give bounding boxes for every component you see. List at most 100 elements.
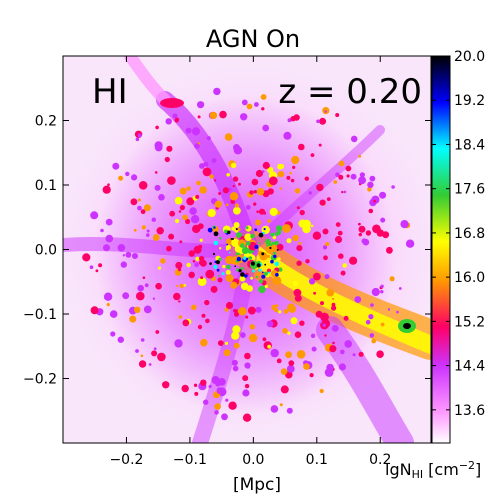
gas-clump xyxy=(255,219,262,226)
filament-knot xyxy=(160,98,184,108)
gas-clump xyxy=(373,199,377,203)
colorbar-label-unit: [cm xyxy=(423,460,459,479)
gas-clump xyxy=(276,225,283,232)
gas-clump xyxy=(333,180,338,184)
gas-clump xyxy=(192,260,196,263)
gas-clump xyxy=(324,274,330,280)
gas-clump xyxy=(332,341,335,345)
gas-clump xyxy=(109,310,118,318)
gas-clump xyxy=(396,310,399,314)
gas-clump xyxy=(179,187,187,195)
gas-clump xyxy=(291,155,300,165)
gas-clump xyxy=(162,381,170,389)
gas-clump xyxy=(156,227,164,235)
gas-clump xyxy=(219,247,222,250)
dense-core-clump xyxy=(258,268,262,272)
dense-core-clump xyxy=(209,262,212,265)
gas-clump xyxy=(132,253,138,259)
dense-core-clump xyxy=(218,237,222,240)
dense-core-clump xyxy=(261,274,266,279)
gas-clump xyxy=(118,175,124,181)
gas-clump xyxy=(368,314,374,320)
gas-clump xyxy=(282,224,291,233)
gas-clump xyxy=(242,389,250,397)
gas-clump xyxy=(237,309,241,313)
gas-clump xyxy=(117,336,125,343)
gas-clump xyxy=(319,199,326,206)
gas-clump xyxy=(245,315,249,319)
gas-clump xyxy=(154,171,158,174)
gas-clump xyxy=(89,265,94,270)
gas-clump xyxy=(200,276,204,280)
dense-core-clump xyxy=(263,271,268,276)
gas-clump xyxy=(125,251,132,258)
gas-clump xyxy=(335,172,340,177)
dense-core-clump xyxy=(207,227,213,233)
gas-clump xyxy=(380,322,385,327)
gas-clump xyxy=(298,241,302,245)
gas-clump xyxy=(294,294,302,302)
gas-clump xyxy=(129,315,137,323)
gas-clump xyxy=(214,200,222,208)
gas-clump xyxy=(138,181,148,190)
gas-clump xyxy=(225,274,234,283)
gas-clump xyxy=(318,143,322,147)
dense-core-clump xyxy=(230,238,233,240)
gas-clump xyxy=(233,308,237,313)
gas-clump xyxy=(225,247,229,251)
colorbar-label-close: ] xyxy=(475,460,481,479)
gas-clump xyxy=(244,352,251,360)
gas-clump xyxy=(251,178,259,186)
gas-clump xyxy=(286,175,291,180)
gas-clump xyxy=(376,229,384,237)
x-tick-label: 0.1 xyxy=(306,452,328,468)
gas-clump xyxy=(206,136,211,141)
gas-clump xyxy=(168,233,175,240)
gas-clump xyxy=(350,135,358,143)
x-axis: −0.2 −0.1 0.0 0.1 0.2 xyxy=(109,56,391,468)
gas-clump xyxy=(358,176,366,185)
dense-core-clump xyxy=(212,252,216,256)
gas-clump xyxy=(90,211,99,220)
gas-clump xyxy=(230,281,238,289)
gas-clump xyxy=(199,255,205,262)
gas-clump xyxy=(219,110,227,119)
gas-clump xyxy=(337,230,343,236)
colorbar-label: lgNHI [cm−2] xyxy=(385,459,481,481)
gas-clump xyxy=(204,299,210,306)
dense-core-clump xyxy=(238,269,242,273)
gas-clump xyxy=(240,282,249,291)
gas-clump xyxy=(216,387,224,395)
dense-core-clump xyxy=(273,254,277,259)
gas-clump xyxy=(338,363,346,371)
gas-clump xyxy=(179,240,183,244)
gas-clump xyxy=(283,131,292,140)
gas-clump xyxy=(293,114,300,121)
gas-clump xyxy=(141,225,146,230)
gas-clump xyxy=(249,333,258,343)
gas-clump xyxy=(179,283,184,289)
gas-clump xyxy=(157,266,161,270)
gas-clump xyxy=(186,186,191,191)
gas-clump xyxy=(120,261,128,268)
gas-clump xyxy=(194,262,200,268)
gas-clump xyxy=(369,333,375,338)
gas-clump xyxy=(239,275,246,282)
gas-clump xyxy=(258,279,264,284)
gas-clump xyxy=(305,259,310,264)
gas-clump xyxy=(240,332,246,338)
gas-clump xyxy=(278,310,282,314)
gas-clump xyxy=(178,300,181,303)
gas-clump xyxy=(175,284,179,288)
gas-clump xyxy=(341,190,344,194)
gas-clump xyxy=(197,101,205,109)
colorbar-label-sub: HI xyxy=(412,468,424,481)
gas-clump xyxy=(298,143,305,151)
gas-clump xyxy=(122,254,126,257)
gas-clump xyxy=(325,242,330,247)
gas-clump xyxy=(249,190,254,195)
gas-clump xyxy=(263,211,267,215)
gas-clump xyxy=(398,287,402,290)
gas-clump xyxy=(235,252,239,256)
gas-clump xyxy=(208,384,212,389)
